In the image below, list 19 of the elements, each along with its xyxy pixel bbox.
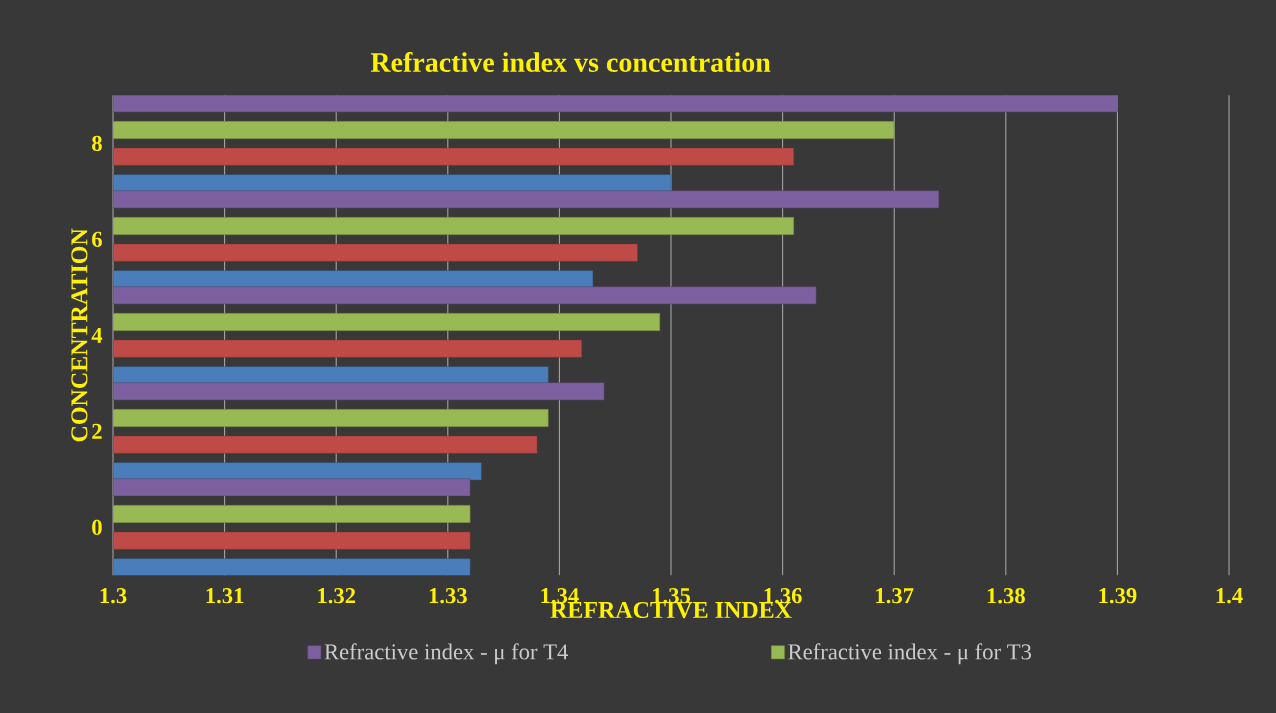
y-tick-label: 0 (92, 519, 102, 535)
x-tick-label: 1.33 (429, 587, 467, 604)
x-tick-label: 1.38 (987, 587, 1025, 604)
x-tick-label: 1.34 (541, 587, 579, 604)
x-tick-label: 1.4 (1216, 587, 1243, 604)
legend-label: Refractive index - μ for T4 (324, 643, 569, 664)
legend-label: Refractive index - μ for T3 (788, 643, 1032, 664)
y-tick-label: 8 (92, 135, 102, 151)
x-tick-label: 1.39 (1099, 587, 1137, 604)
y-tick-label: 4 (91, 327, 103, 343)
chart-title: Refractive index vs concentration (370, 51, 771, 72)
x-tick-label: 1.32 (318, 587, 356, 604)
y-tick-label: 2 (92, 423, 102, 439)
x-axis-title: REFRACTIVE INDEX (550, 601, 792, 619)
y-axis-title: CONCENTRATION (71, 228, 88, 442)
x-tick-label: 1.3 (100, 587, 127, 604)
y-tick-label: 6 (92, 231, 102, 247)
x-tick-label: 1.37 (876, 587, 914, 604)
x-tick-label: 1.31 (206, 587, 244, 604)
